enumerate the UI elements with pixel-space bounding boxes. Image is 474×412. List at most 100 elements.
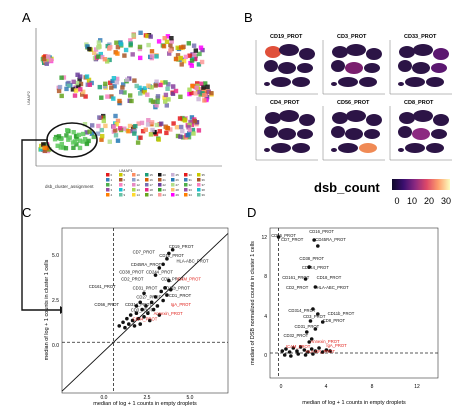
umap-cell-patch bbox=[76, 132, 81, 138]
umap-cell-patch bbox=[48, 58, 53, 63]
umap-cell-patch bbox=[138, 135, 143, 140]
facet-cell-cluster bbox=[398, 148, 404, 152]
umap-cell-patch bbox=[128, 41, 133, 46]
legend-swatch bbox=[184, 178, 188, 182]
umap-cell-patch bbox=[148, 132, 154, 137]
umap-cell-patch bbox=[98, 51, 103, 57]
data-point bbox=[276, 235, 281, 239]
legend-key-label: 12 bbox=[137, 183, 141, 187]
umap-cell-patch bbox=[130, 52, 135, 57]
legend-key-label: 9 bbox=[124, 193, 126, 197]
protein-label: CD7_PROT bbox=[133, 249, 156, 254]
protein-label: CD11b_PROT bbox=[163, 286, 190, 291]
facet-cell-cluster bbox=[346, 44, 366, 56]
facet-cell-cluster bbox=[346, 110, 366, 122]
identity-line bbox=[61, 233, 229, 392]
facet-cell-cluster bbox=[264, 60, 278, 72]
legend-swatch bbox=[184, 193, 188, 197]
umap-cell-patch bbox=[196, 96, 201, 102]
data-point bbox=[304, 330, 309, 334]
umap-cell-patch bbox=[170, 91, 176, 96]
umap-cell-patch bbox=[163, 99, 168, 104]
umap-cell-patch bbox=[175, 45, 180, 50]
umap-cell-patch bbox=[182, 118, 188, 123]
umap-cell-patch bbox=[128, 38, 133, 43]
umap-cell-patch bbox=[87, 46, 92, 52]
umap-cell-patch bbox=[165, 34, 171, 39]
umap-cell-patch bbox=[145, 92, 150, 97]
umap-cell-patch bbox=[150, 127, 155, 133]
protein-label: CD2_PROT bbox=[286, 285, 309, 290]
umap-cell-patch bbox=[157, 129, 162, 134]
data-point bbox=[167, 278, 171, 283]
panel-d-scatter: median of log + 1 counts in empty drople… bbox=[250, 227, 439, 406]
data-point bbox=[284, 347, 288, 351]
umap-cell-patch bbox=[110, 78, 115, 84]
umap-cell-patch bbox=[81, 89, 86, 94]
data-point bbox=[302, 348, 307, 352]
data-point bbox=[142, 291, 146, 296]
facet-cell-cluster bbox=[359, 143, 377, 153]
protein-label: CD31_PROT bbox=[133, 286, 158, 291]
x-axis-label: median of log + 1 counts in empty drople… bbox=[93, 401, 197, 407]
umap-cell-patch bbox=[109, 85, 114, 90]
umap-cell-patch bbox=[205, 84, 210, 89]
umap-cell-patch bbox=[154, 103, 159, 108]
legend-key-label: 34 bbox=[189, 193, 193, 197]
umap-cell-clusters bbox=[38, 30, 214, 154]
umap-cell-patch bbox=[166, 97, 171, 102]
facet-cell-cluster bbox=[299, 48, 315, 60]
umap-cell-patch bbox=[186, 41, 191, 46]
protein-label: CD161_PROT bbox=[282, 275, 309, 280]
umap-cell-patch bbox=[185, 132, 190, 138]
data-point bbox=[313, 327, 318, 331]
umap-cell-patch bbox=[84, 74, 90, 79]
protein-label: CD19_PROT bbox=[169, 244, 194, 249]
legend-swatch bbox=[171, 193, 175, 197]
protein-label: CD8_PROT bbox=[323, 318, 346, 323]
data-point bbox=[138, 300, 143, 305]
protein-label: CD11b_PROT bbox=[328, 311, 355, 316]
umap-cell-patch bbox=[178, 45, 184, 50]
facet-title: CD33_PROT bbox=[404, 34, 437, 40]
protein-label: CD16_PROT bbox=[159, 253, 184, 258]
umap-cell-patch bbox=[114, 80, 119, 85]
umap-cell-patch bbox=[75, 72, 80, 77]
x-tick-label: 12 bbox=[414, 384, 420, 390]
facet-title: CD56_PROT bbox=[337, 100, 370, 106]
x-tick-label: 2.5 bbox=[144, 395, 151, 401]
umap-cell-patch bbox=[149, 85, 154, 90]
legend-key-label: 23 bbox=[163, 188, 167, 192]
umap-cell-patch bbox=[192, 118, 197, 124]
umap-cell-patch bbox=[67, 135, 72, 140]
data-point bbox=[309, 347, 314, 351]
legend-swatch bbox=[145, 183, 149, 187]
umap-cell-patch bbox=[115, 118, 121, 124]
data-point bbox=[324, 348, 329, 352]
umap-cell-patch bbox=[181, 59, 187, 64]
legend-swatch bbox=[132, 193, 136, 197]
legend-swatch bbox=[132, 183, 136, 187]
legend-swatch bbox=[106, 193, 110, 197]
umap-cell-patch bbox=[173, 56, 179, 62]
legend-swatch bbox=[171, 173, 175, 177]
umap-cell-patch bbox=[162, 95, 167, 100]
facet-cell-cluster bbox=[278, 128, 296, 140]
legend-key-label: 30 bbox=[189, 173, 193, 177]
legend-key-label: 37 bbox=[202, 183, 206, 187]
umap-cell-patch bbox=[187, 53, 192, 58]
umap-cell-patch bbox=[191, 131, 196, 136]
legend-key-label: 25 bbox=[176, 173, 180, 177]
umap-cell-patch bbox=[113, 113, 118, 119]
umap-cell-patch bbox=[165, 126, 170, 131]
umap-cell-patch bbox=[103, 123, 108, 129]
umap-cell-patch bbox=[203, 81, 208, 86]
data-point bbox=[161, 262, 165, 267]
umap-cell-patch bbox=[97, 115, 102, 120]
legend-swatch bbox=[171, 188, 175, 192]
facet-cell-cluster bbox=[413, 44, 433, 56]
umap-cell-patch bbox=[199, 81, 204, 86]
umap-cell-patch bbox=[170, 84, 176, 89]
data-point bbox=[147, 318, 152, 323]
legend-key-label: 10 bbox=[137, 173, 141, 177]
